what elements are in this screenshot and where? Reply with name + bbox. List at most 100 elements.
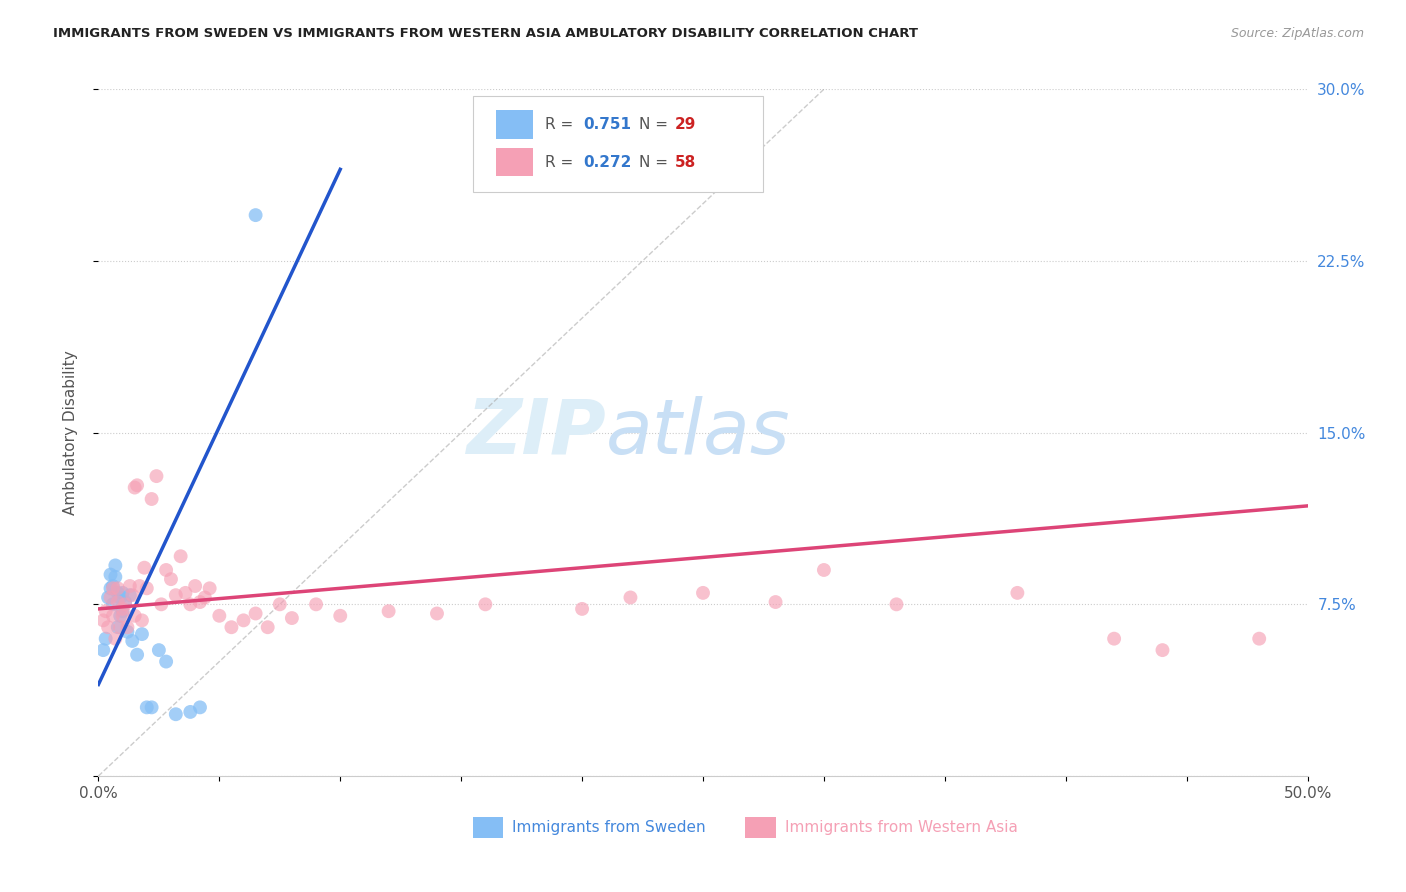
Point — [179, 598, 201, 612]
Text: N =: N = — [638, 154, 673, 169]
Point — [131, 627, 153, 641]
Point — [100, 591, 122, 605]
Point — [692, 586, 714, 600]
Point — [281, 611, 304, 625]
Point — [571, 602, 593, 616]
Point — [188, 700, 211, 714]
Y-axis label: Ambulatory Disability: Ambulatory Disability — [63, 351, 77, 515]
Point — [97, 620, 120, 634]
Point — [111, 586, 134, 600]
Point — [165, 588, 187, 602]
Point — [474, 598, 496, 612]
Point — [91, 613, 114, 627]
Point — [94, 604, 117, 618]
Point — [1152, 643, 1174, 657]
Point — [127, 648, 149, 662]
Point — [101, 579, 124, 593]
Point — [107, 595, 129, 609]
Point — [269, 598, 291, 612]
Point — [155, 655, 177, 669]
Point — [100, 582, 122, 596]
Text: N =: N = — [638, 118, 673, 132]
Text: R =: R = — [544, 154, 578, 169]
Point — [118, 579, 141, 593]
Point — [145, 469, 167, 483]
Point — [101, 582, 124, 596]
Point — [107, 620, 129, 634]
Point — [94, 632, 117, 646]
Point — [141, 491, 163, 506]
Point — [619, 591, 641, 605]
Point — [329, 608, 352, 623]
Point — [135, 700, 157, 714]
Point — [101, 598, 124, 612]
Text: Source: ZipAtlas.com: Source: ZipAtlas.com — [1230, 27, 1364, 40]
Point — [118, 588, 141, 602]
Text: 0.272: 0.272 — [583, 154, 631, 169]
Text: atlas: atlas — [606, 396, 790, 469]
Point — [91, 643, 114, 657]
Point — [101, 608, 124, 623]
Point — [245, 208, 267, 222]
Point — [108, 620, 131, 634]
Bar — [496, 147, 533, 177]
Point — [184, 579, 207, 593]
Point — [305, 598, 328, 612]
Point — [127, 478, 149, 492]
Point — [426, 607, 449, 621]
Point — [104, 632, 127, 646]
Point — [134, 560, 156, 574]
Point — [1249, 632, 1271, 646]
Point — [198, 582, 221, 596]
Point — [256, 620, 278, 634]
Point — [114, 598, 136, 612]
Point — [150, 598, 173, 612]
Point — [188, 595, 211, 609]
Point — [111, 604, 134, 618]
Point — [765, 595, 787, 609]
Point — [124, 608, 146, 623]
Bar — [745, 817, 776, 838]
Point — [221, 620, 243, 634]
Point — [169, 549, 191, 564]
Point — [179, 705, 201, 719]
Point — [124, 481, 146, 495]
Text: IMMIGRANTS FROM SWEDEN VS IMMIGRANTS FROM WESTERN ASIA AMBULATORY DISABILITY COR: IMMIGRANTS FROM SWEDEN VS IMMIGRANTS FRO… — [53, 27, 918, 40]
Point — [104, 558, 127, 573]
Point — [886, 598, 908, 612]
Point — [135, 582, 157, 596]
FancyBboxPatch shape — [474, 96, 763, 193]
Text: R =: R = — [544, 118, 578, 132]
Point — [107, 586, 129, 600]
Text: 29: 29 — [675, 118, 696, 132]
Point — [141, 700, 163, 714]
Point — [100, 567, 122, 582]
Point — [208, 608, 231, 623]
Point — [111, 602, 134, 616]
Point — [108, 608, 131, 623]
Point — [245, 607, 267, 621]
Point — [117, 620, 139, 634]
Point — [107, 582, 129, 596]
Point — [160, 572, 183, 586]
Point — [121, 588, 143, 602]
Point — [148, 643, 170, 657]
Text: ZIP: ZIP — [467, 396, 606, 469]
Point — [111, 608, 134, 623]
Text: Immigrants from Sweden: Immigrants from Sweden — [512, 820, 706, 835]
Bar — [474, 817, 503, 838]
Point — [165, 707, 187, 722]
Point — [1102, 632, 1125, 646]
Point — [813, 563, 835, 577]
Text: 0.751: 0.751 — [583, 118, 631, 132]
Point — [117, 624, 139, 639]
Point — [108, 591, 131, 605]
Text: Immigrants from Western Asia: Immigrants from Western Asia — [785, 820, 1018, 835]
Point — [121, 634, 143, 648]
Point — [131, 613, 153, 627]
Point — [128, 579, 150, 593]
Bar — [496, 111, 533, 139]
Point — [377, 604, 399, 618]
Text: 58: 58 — [675, 154, 696, 169]
Point — [1007, 586, 1029, 600]
